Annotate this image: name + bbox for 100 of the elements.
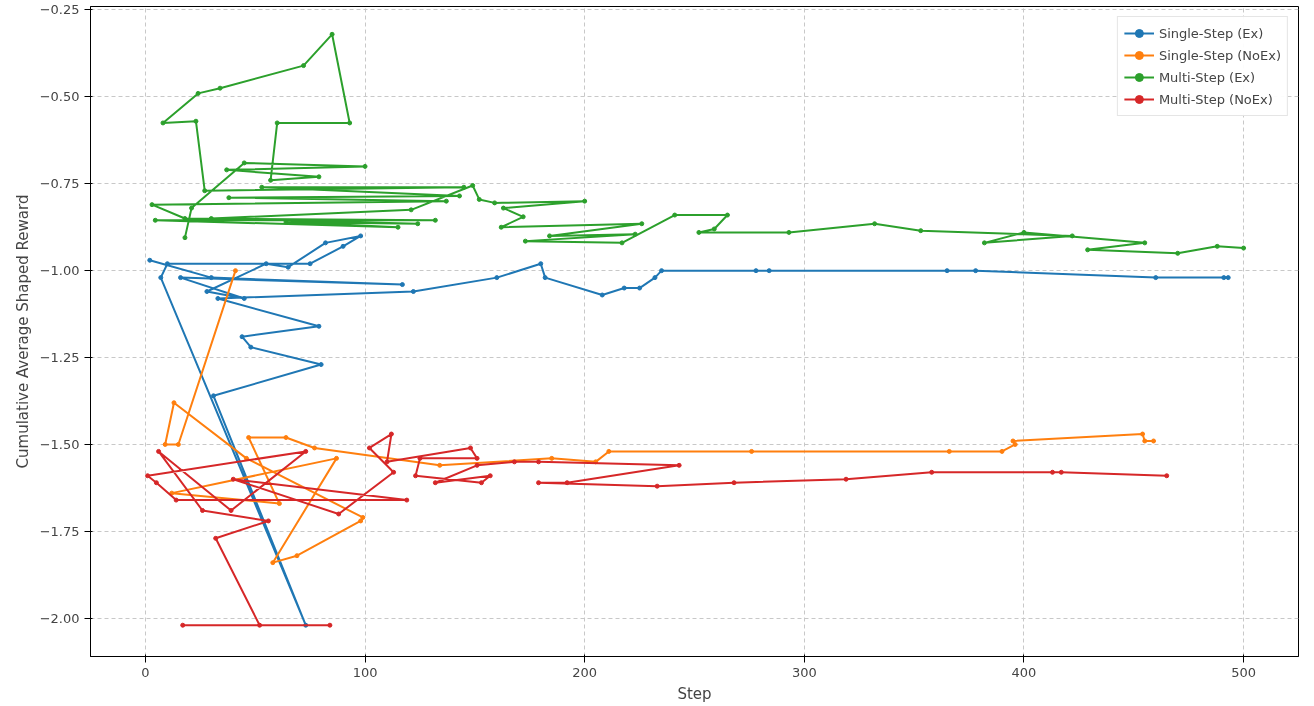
point — [456, 193, 462, 199]
point — [241, 295, 247, 301]
point — [918, 228, 924, 234]
point — [498, 224, 504, 230]
point — [973, 268, 979, 274]
point — [1214, 243, 1220, 249]
point — [404, 497, 410, 503]
x-tick-label: 0 — [141, 664, 150, 680]
point — [164, 261, 170, 267]
point — [1010, 438, 1016, 444]
point — [1142, 240, 1148, 246]
point — [215, 295, 221, 301]
point — [432, 480, 438, 486]
point — [1221, 275, 1227, 281]
point — [696, 229, 702, 235]
point — [340, 243, 346, 249]
point — [1241, 245, 1247, 251]
legend-label: Multi-Step (NoEx) — [1158, 91, 1273, 107]
point — [632, 231, 638, 237]
y-axis-title: Cumulative Average Shaped Reward — [13, 194, 32, 469]
point — [285, 264, 291, 270]
point — [639, 221, 645, 227]
point — [283, 435, 289, 441]
point — [246, 435, 252, 441]
x-tick-label: 300 — [791, 664, 817, 680]
point — [391, 469, 397, 475]
point — [318, 362, 324, 368]
point — [145, 473, 151, 479]
x-tick-label: 400 — [1011, 664, 1037, 680]
point — [520, 214, 526, 220]
point — [208, 275, 214, 281]
point — [606, 448, 612, 454]
point — [474, 462, 480, 468]
point — [294, 553, 300, 559]
point — [153, 480, 159, 486]
point — [652, 275, 658, 281]
point — [395, 224, 401, 230]
point — [711, 226, 717, 232]
point — [766, 268, 772, 274]
point — [621, 285, 627, 291]
point — [230, 476, 236, 482]
point — [1069, 233, 1075, 239]
point — [672, 212, 678, 218]
x-axis-title: Step — [677, 684, 712, 703]
y-tick-label: −1.25 — [39, 350, 80, 366]
point — [333, 455, 339, 461]
point — [265, 518, 271, 524]
point — [200, 508, 206, 514]
point — [202, 188, 208, 194]
point — [542, 275, 548, 281]
point — [536, 480, 542, 486]
point — [599, 292, 605, 298]
point — [492, 200, 498, 206]
point — [999, 448, 1005, 454]
point — [156, 448, 162, 454]
point — [547, 233, 553, 239]
y-tick-label: −1.00 — [39, 263, 80, 279]
point — [676, 462, 682, 468]
point — [303, 448, 309, 454]
point — [1175, 250, 1181, 256]
point — [232, 268, 238, 274]
legend-label: Single-Step (Ex) — [1158, 25, 1264, 41]
point — [358, 233, 364, 239]
point — [152, 217, 158, 223]
point — [323, 240, 329, 246]
point — [470, 183, 476, 189]
x-tick-label: 200 — [572, 664, 598, 680]
point — [654, 483, 660, 489]
point — [749, 448, 755, 454]
point — [478, 480, 484, 486]
point — [944, 268, 950, 274]
point — [162, 441, 168, 447]
point — [327, 622, 333, 628]
point — [241, 160, 247, 166]
x-tick-label: 500 — [1231, 664, 1257, 680]
point — [637, 285, 643, 291]
point — [946, 448, 952, 454]
point — [461, 184, 467, 190]
point — [204, 289, 210, 295]
point — [413, 473, 419, 479]
point — [388, 431, 394, 437]
y-tick-label: −0.25 — [39, 2, 80, 18]
point — [1225, 275, 1231, 281]
point — [437, 462, 443, 468]
point — [487, 473, 493, 479]
point — [248, 344, 254, 350]
point — [228, 508, 234, 514]
y-tick-label: −0.50 — [39, 89, 80, 105]
point — [467, 445, 473, 451]
point — [270, 560, 276, 566]
point — [511, 459, 517, 465]
point — [753, 268, 759, 274]
point — [274, 120, 280, 126]
point — [1164, 473, 1170, 479]
point — [360, 514, 366, 520]
point — [217, 85, 223, 91]
point — [276, 501, 282, 507]
point — [1085, 247, 1091, 253]
point — [1012, 441, 1018, 447]
point — [410, 289, 416, 295]
